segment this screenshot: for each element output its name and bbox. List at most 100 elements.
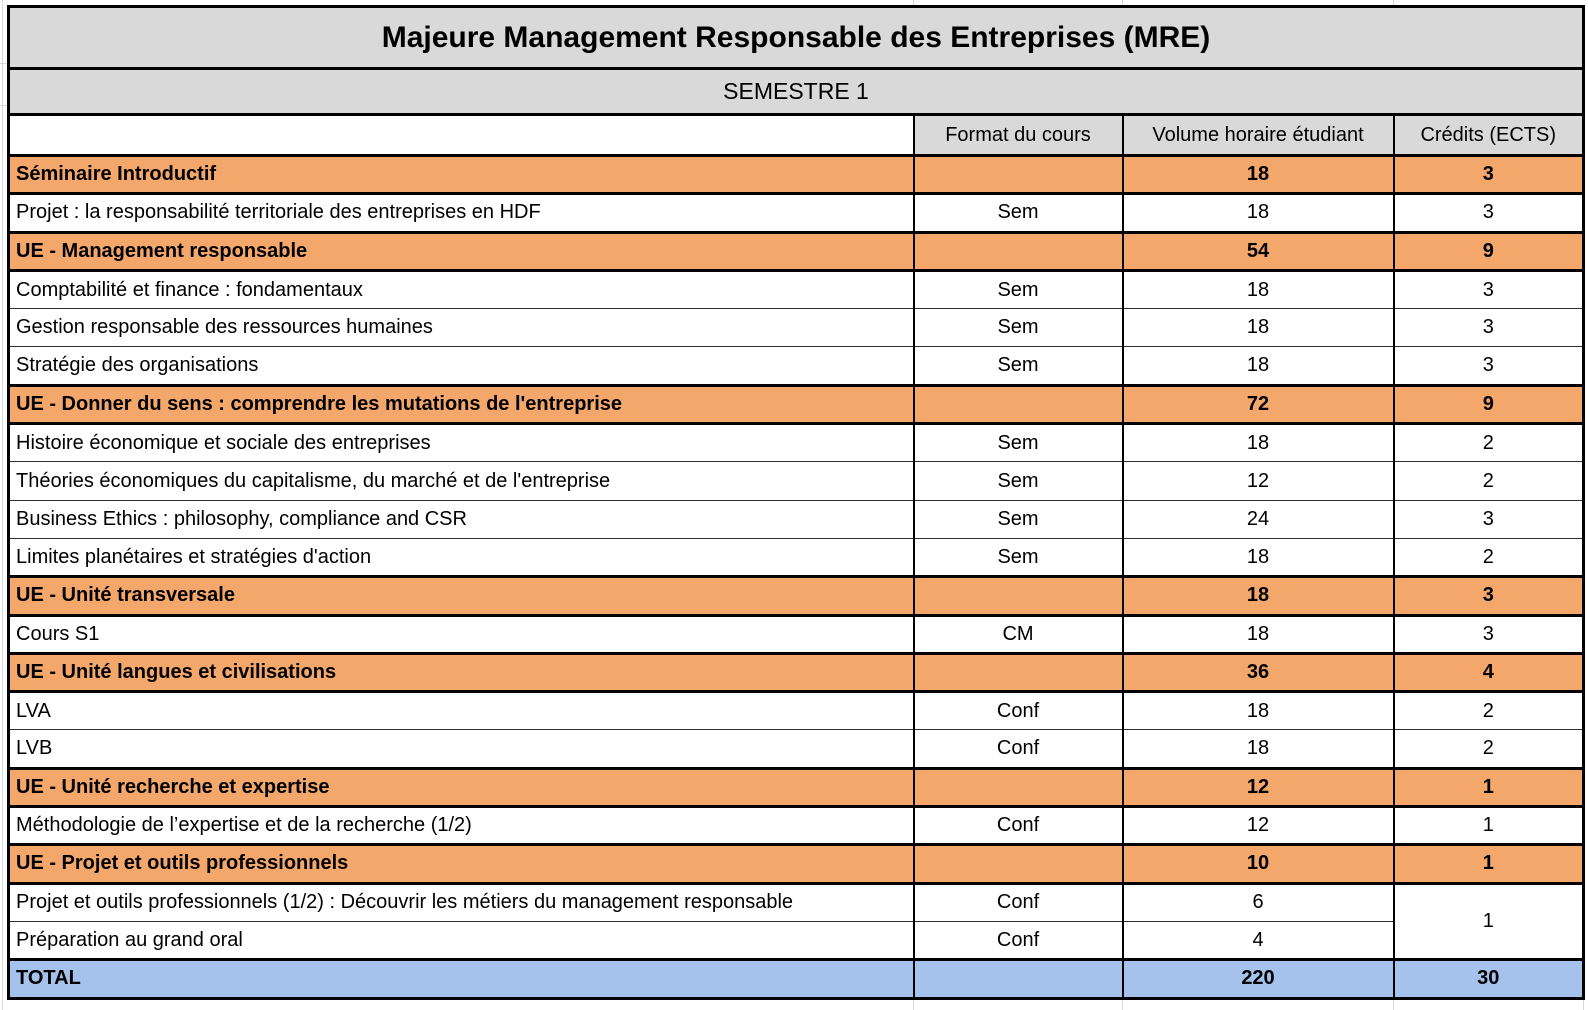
course-volume-cell: 18 bbox=[1121, 575, 1395, 617]
column-header-row: Format du cours Volume horaire étudiant … bbox=[7, 113, 1585, 157]
gridline-stub-top-2 bbox=[1122, 0, 1123, 6]
course-credits-cell: 1 bbox=[1392, 806, 1585, 846]
course-volume-cell: 6 bbox=[1121, 882, 1395, 922]
course-volume-cell: 220 bbox=[1121, 958, 1395, 1000]
course-name-cell: Théories économiques du capitalisme, du … bbox=[7, 461, 915, 501]
course-credits-cell: 2 bbox=[1392, 691, 1585, 731]
course-format-cell bbox=[912, 230, 1124, 272]
section-row: UE - Unité recherche et expertise 12 1 bbox=[7, 766, 1585, 809]
course-name-cell: Séminaire Introductif bbox=[7, 153, 915, 196]
course-name-cell: UE - Management responsable bbox=[7, 230, 915, 272]
course-volume-cell: 18 bbox=[1121, 423, 1395, 463]
course-name-cell: LVA bbox=[7, 691, 915, 731]
course-credits-cell: 3 bbox=[1392, 346, 1585, 386]
course-volume-cell: 12 bbox=[1121, 766, 1395, 809]
section-row: Séminaire Introductif 18 3 bbox=[7, 153, 1585, 196]
course-credits-cell: 9 bbox=[1392, 383, 1585, 426]
margin-gridline-row-2 bbox=[0, 105, 7, 106]
course-volume-cell: 54 bbox=[1121, 230, 1395, 272]
course-name-cell: LVB bbox=[7, 729, 915, 769]
course-format-cell: Sem bbox=[912, 308, 1124, 348]
course-format-cell: Sem bbox=[912, 193, 1124, 233]
course-credits-cell: 3 bbox=[1392, 575, 1585, 617]
course-credits-cell: 1 bbox=[1392, 843, 1585, 885]
course-format-cell: Sem bbox=[912, 423, 1124, 463]
course-name-cell: Cours S1 bbox=[7, 614, 915, 654]
course-name-cell: Limites planétaires et stratégies d'acti… bbox=[7, 537, 915, 578]
course-credits-cell: 1 bbox=[1392, 882, 1585, 961]
course-credits-cell: 2 bbox=[1392, 423, 1585, 463]
course-name-cell: Business Ethics : philosophy, compliance… bbox=[7, 499, 915, 539]
course-name-cell: Gestion responsable des ressources humai… bbox=[7, 308, 915, 348]
course-format-cell: CM bbox=[912, 614, 1124, 654]
semester-row: SEMESTRE 1 bbox=[7, 68, 1585, 116]
course-credits-cell: 2 bbox=[1392, 729, 1585, 769]
course-name-cell: UE - Unité recherche et expertise bbox=[7, 766, 915, 809]
course-credits-cell: 2 bbox=[1392, 537, 1585, 578]
course-volume-cell: 12 bbox=[1121, 461, 1395, 501]
semester-title: SEMESTRE 1 bbox=[7, 68, 1585, 116]
course-format-cell: Sem bbox=[912, 269, 1124, 310]
gridline-stub-top-3 bbox=[1393, 0, 1394, 6]
course-credits-cell: 3 bbox=[1392, 269, 1585, 310]
course-credits-cell: 2 bbox=[1392, 461, 1585, 501]
course-volume-cell: 18 bbox=[1121, 691, 1395, 731]
course-format-cell: Conf bbox=[912, 691, 1124, 731]
course-credits-cell: 4 bbox=[1392, 651, 1585, 694]
course-format-cell: Sem bbox=[912, 461, 1124, 501]
course-name-cell: UE - Unité transversale bbox=[7, 575, 915, 617]
course-row: Projet : la responsabilité territoriale … bbox=[7, 193, 1585, 233]
course-credits-cell: 9 bbox=[1392, 230, 1585, 272]
course-format-cell bbox=[912, 651, 1124, 694]
course-volume-cell: 10 bbox=[1121, 843, 1395, 885]
margin-gridline-row-1 bbox=[0, 63, 7, 64]
course-name-cell: Comptabilité et finance : fondamentaux bbox=[7, 269, 915, 310]
course-format-cell bbox=[912, 843, 1124, 885]
course-format-cell bbox=[912, 153, 1124, 196]
course-volume-cell: 72 bbox=[1121, 383, 1395, 426]
course-format-cell bbox=[912, 766, 1124, 809]
course-row: Business Ethics : philosophy, compliance… bbox=[7, 499, 1585, 539]
course-volume-cell: 18 bbox=[1121, 729, 1395, 769]
course-name-cell: Stratégie des organisations bbox=[7, 346, 915, 386]
course-row: Limites planétaires et stratégies d'acti… bbox=[7, 537, 1585, 578]
course-row: LVA Conf 18 2 bbox=[7, 691, 1585, 731]
course-name-cell: UE - Unité langues et civilisations bbox=[7, 651, 915, 694]
course-row: Histoire économique et sociale des entre… bbox=[7, 423, 1585, 463]
course-format-cell bbox=[912, 958, 1124, 1000]
course-credits-cell: 1 bbox=[1392, 766, 1585, 809]
section-row: UE - Management responsable 54 9 bbox=[7, 230, 1585, 272]
course-row: Comptabilité et finance : fondamentaux Se… bbox=[7, 269, 1585, 310]
course-credits-cell: 3 bbox=[1392, 193, 1585, 233]
course-row: Gestion responsable des ressources humai… bbox=[7, 308, 1585, 348]
course-volume-cell: 18 bbox=[1121, 614, 1395, 654]
course-volume-cell: 24 bbox=[1121, 499, 1395, 539]
title-row: Majeure Management Responsable des Entre… bbox=[7, 5, 1585, 70]
course-format-cell: Conf bbox=[912, 729, 1124, 769]
course-volume-cell: 18 bbox=[1121, 308, 1395, 348]
course-volume-cell: 12 bbox=[1121, 806, 1395, 846]
course-name-cell: UE - Projet et outils professionnels bbox=[7, 843, 915, 885]
section-row: UE - Unité langues et civilisations 36 4 bbox=[7, 651, 1585, 694]
course-name-cell: TOTAL bbox=[7, 958, 915, 1000]
course-volume-cell: 36 bbox=[1121, 651, 1395, 694]
course-name-cell: UE - Donner du sens : comprendre les mut… bbox=[7, 383, 915, 426]
course-credits-cell: 3 bbox=[1392, 614, 1585, 654]
course-name-cell: Histoire économique et sociale des entre… bbox=[7, 423, 915, 463]
course-name-cell: Préparation au grand oral bbox=[7, 920, 915, 961]
course-row: LVB Conf 18 2 bbox=[7, 729, 1585, 769]
course-volume-cell: 18 bbox=[1121, 537, 1395, 578]
course-format-cell: Sem bbox=[912, 346, 1124, 386]
course-volume-cell: 18 bbox=[1121, 153, 1395, 196]
course-volume-cell: 18 bbox=[1121, 269, 1395, 310]
section-row: UE - Donner du sens : comprendre les mut… bbox=[7, 383, 1585, 426]
course-format-cell bbox=[912, 383, 1124, 426]
course-row: Cours S1 CM 18 3 bbox=[7, 614, 1585, 654]
section-row: UE - Projet et outils professionnels 10 1 bbox=[7, 843, 1585, 885]
course-volume-cell: 18 bbox=[1121, 346, 1395, 386]
course-volume-cell: 4 bbox=[1121, 920, 1395, 961]
course-name-cell: Méthodologie de l’expertise et de la rec… bbox=[7, 806, 915, 846]
page-title: Majeure Management Responsable des Entre… bbox=[7, 5, 1585, 70]
table-body: Séminaire Introductif 18 3 Projet : la resp… bbox=[7, 153, 1585, 1000]
